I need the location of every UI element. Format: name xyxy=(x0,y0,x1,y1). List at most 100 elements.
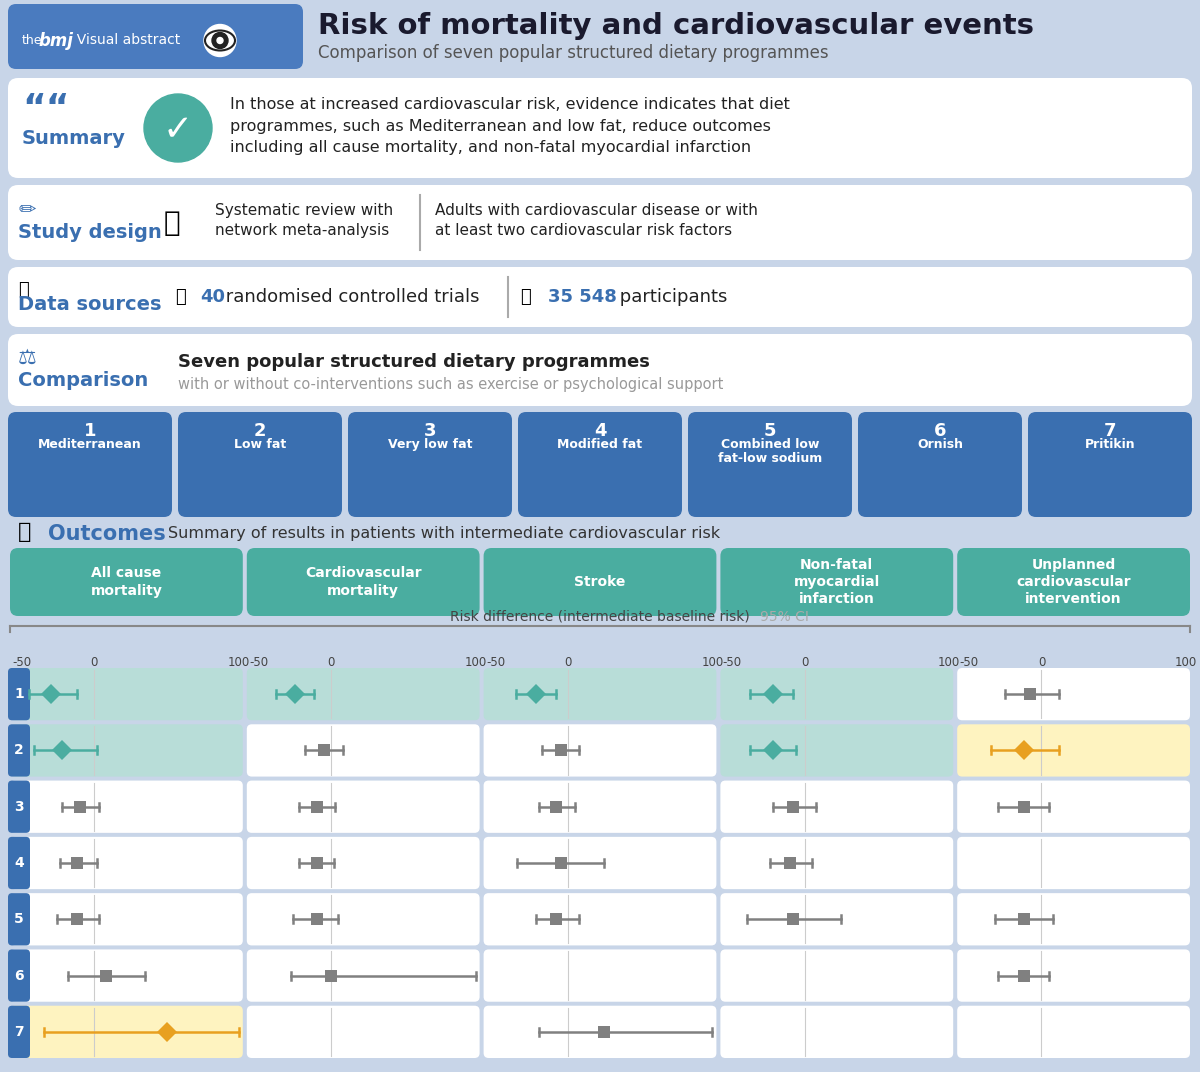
Text: -50: -50 xyxy=(486,655,505,669)
Text: -50: -50 xyxy=(722,655,742,669)
FancyBboxPatch shape xyxy=(247,780,480,833)
Text: -50: -50 xyxy=(250,655,269,669)
Text: 0: 0 xyxy=(800,655,809,669)
Text: Data sources: Data sources xyxy=(18,296,162,314)
FancyBboxPatch shape xyxy=(958,548,1190,616)
Text: Non-fatal
myocardial
infarction: Non-fatal myocardial infarction xyxy=(793,557,880,607)
FancyBboxPatch shape xyxy=(8,837,30,889)
FancyBboxPatch shape xyxy=(958,668,1190,720)
Circle shape xyxy=(204,25,236,57)
FancyBboxPatch shape xyxy=(247,893,480,946)
FancyBboxPatch shape xyxy=(348,412,512,517)
Text: 6: 6 xyxy=(934,422,947,440)
Text: In those at increased cardiovascular risk, evidence indicates that diet
programm: In those at increased cardiovascular ris… xyxy=(230,96,790,155)
Text: 100: 100 xyxy=(1175,655,1198,669)
Text: ✓: ✓ xyxy=(163,113,193,147)
Text: 100: 100 xyxy=(228,655,250,669)
FancyBboxPatch shape xyxy=(10,725,242,776)
Text: with or without co-interventions such as exercise or psychological support: with or without co-interventions such as… xyxy=(178,376,724,391)
FancyBboxPatch shape xyxy=(720,1006,953,1058)
Text: All cause
mortality: All cause mortality xyxy=(90,566,162,598)
Text: 5: 5 xyxy=(763,422,776,440)
Text: the: the xyxy=(22,34,42,47)
FancyBboxPatch shape xyxy=(720,950,953,1001)
Text: Visual abstract: Visual abstract xyxy=(68,33,180,47)
FancyBboxPatch shape xyxy=(720,780,953,833)
FancyBboxPatch shape xyxy=(958,837,1190,889)
FancyBboxPatch shape xyxy=(8,78,1192,178)
Text: bmj: bmj xyxy=(38,31,73,49)
Text: -50: -50 xyxy=(12,655,31,669)
Text: ⚖: ⚖ xyxy=(18,348,37,368)
FancyBboxPatch shape xyxy=(958,950,1190,1001)
FancyBboxPatch shape xyxy=(10,780,242,833)
FancyBboxPatch shape xyxy=(8,668,30,720)
Text: Ornish: Ornish xyxy=(917,438,964,451)
Text: participants: participants xyxy=(614,288,727,306)
FancyBboxPatch shape xyxy=(10,668,242,720)
Text: Risk difference (intermediate baseline risk): Risk difference (intermediate baseline r… xyxy=(450,610,750,624)
Text: 2: 2 xyxy=(253,422,266,440)
Text: Very low fat: Very low fat xyxy=(388,438,473,451)
Text: 2: 2 xyxy=(14,743,24,758)
FancyBboxPatch shape xyxy=(484,725,716,776)
Text: Adults with cardiovascular disease or with
at least two cardiovascular risk fact: Adults with cardiovascular disease or wi… xyxy=(436,203,758,238)
Text: Pritikin: Pritikin xyxy=(1085,438,1135,451)
Text: Risk of mortality and cardiovascular events: Risk of mortality and cardiovascular eve… xyxy=(318,12,1034,40)
FancyBboxPatch shape xyxy=(958,893,1190,946)
Text: 40: 40 xyxy=(200,288,226,306)
FancyBboxPatch shape xyxy=(247,950,480,1001)
FancyBboxPatch shape xyxy=(858,412,1022,517)
Text: 100: 100 xyxy=(464,655,487,669)
Text: 0: 0 xyxy=(328,655,335,669)
FancyBboxPatch shape xyxy=(720,893,953,946)
FancyBboxPatch shape xyxy=(484,1006,716,1058)
FancyBboxPatch shape xyxy=(484,950,716,1001)
Circle shape xyxy=(217,38,223,44)
FancyBboxPatch shape xyxy=(518,412,682,517)
FancyBboxPatch shape xyxy=(247,725,480,776)
Text: 35 548: 35 548 xyxy=(548,288,617,306)
Text: 1: 1 xyxy=(14,687,24,701)
Text: Outcomes: Outcomes xyxy=(48,524,166,544)
FancyBboxPatch shape xyxy=(484,548,716,616)
Text: ““: ““ xyxy=(22,92,70,126)
Circle shape xyxy=(212,32,228,48)
Text: Systematic review with
network meta-analysis: Systematic review with network meta-anal… xyxy=(215,203,394,238)
Text: 7: 7 xyxy=(1104,422,1116,440)
FancyBboxPatch shape xyxy=(8,1006,30,1058)
FancyBboxPatch shape xyxy=(8,334,1192,406)
FancyBboxPatch shape xyxy=(720,548,953,616)
FancyBboxPatch shape xyxy=(484,837,716,889)
FancyBboxPatch shape xyxy=(720,668,953,720)
FancyBboxPatch shape xyxy=(10,837,242,889)
FancyBboxPatch shape xyxy=(247,837,480,889)
Text: 7: 7 xyxy=(14,1025,24,1039)
Text: Comparison: Comparison xyxy=(18,371,149,389)
Text: 👥: 👥 xyxy=(520,288,530,306)
Text: 0: 0 xyxy=(90,655,98,669)
FancyBboxPatch shape xyxy=(958,725,1190,776)
FancyBboxPatch shape xyxy=(10,893,242,946)
FancyBboxPatch shape xyxy=(484,893,716,946)
Text: ✏: ✏ xyxy=(18,199,36,219)
Text: 100: 100 xyxy=(938,655,960,669)
Text: 6: 6 xyxy=(14,969,24,983)
FancyBboxPatch shape xyxy=(720,837,953,889)
FancyBboxPatch shape xyxy=(688,412,852,517)
Text: Comparison of seven popular structured dietary programmes: Comparison of seven popular structured d… xyxy=(318,44,829,62)
FancyBboxPatch shape xyxy=(10,1006,242,1058)
Text: 📊: 📊 xyxy=(18,522,31,542)
Ellipse shape xyxy=(205,30,235,50)
Text: Combined low: Combined low xyxy=(721,438,820,451)
FancyBboxPatch shape xyxy=(8,267,1192,327)
FancyBboxPatch shape xyxy=(178,412,342,517)
Text: 4: 4 xyxy=(594,422,606,440)
Text: 📋: 📋 xyxy=(18,281,29,299)
FancyBboxPatch shape xyxy=(1028,412,1192,517)
FancyBboxPatch shape xyxy=(247,668,480,720)
Circle shape xyxy=(144,94,212,162)
FancyBboxPatch shape xyxy=(10,950,242,1001)
Text: Mediterranean: Mediterranean xyxy=(38,438,142,451)
Text: Stroke: Stroke xyxy=(575,575,625,589)
